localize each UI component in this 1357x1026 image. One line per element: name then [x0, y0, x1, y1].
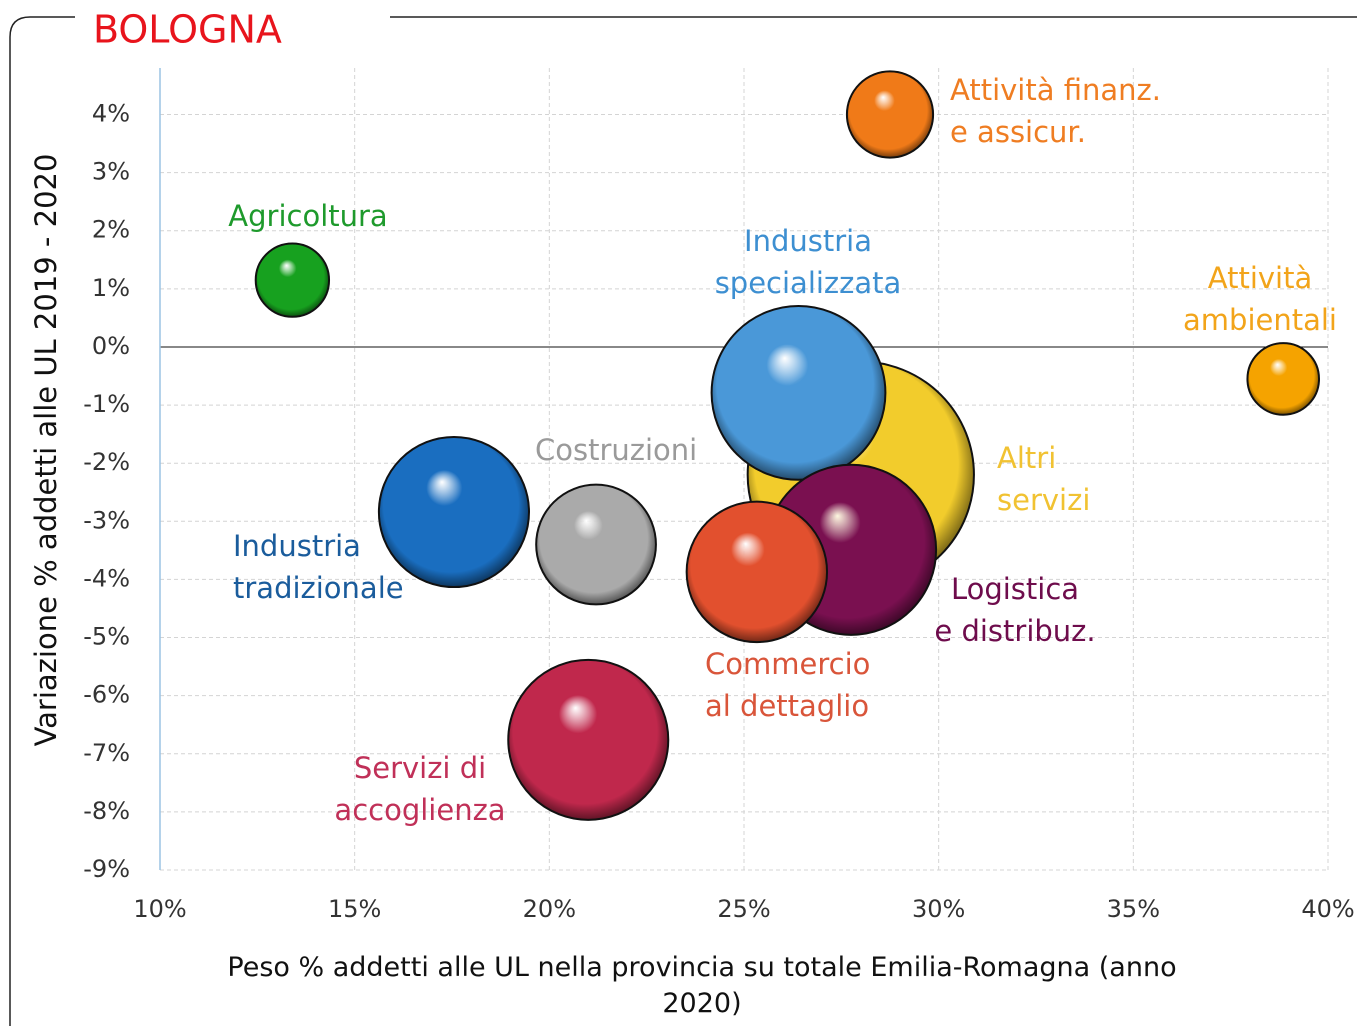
y-tick-label: -7%: [83, 739, 130, 767]
y-tick-label: 4%: [92, 99, 130, 127]
bubble-label: Industria: [744, 224, 872, 258]
y-axis-title: Variazione % addetti alle UL 2019 - 2020: [29, 154, 63, 747]
bubble: [254, 242, 331, 318]
bubble-label: Commercio: [705, 647, 870, 681]
bubble-label: e distribuz.: [934, 614, 1095, 648]
bubble-label: Attività: [1208, 261, 1313, 295]
bubble: [377, 435, 530, 589]
x-axis-title: Peso % addetti alle UL nella provincia s…: [227, 952, 1176, 1019]
y-tick-label: 1%: [92, 274, 130, 302]
y-tick-label: -8%: [83, 797, 130, 825]
bubble: [535, 483, 657, 606]
x-tick-label: 25%: [717, 895, 770, 923]
y-tick-label: 3%: [92, 158, 130, 186]
y-tick-label: 0%: [92, 332, 130, 360]
bubble: [845, 70, 935, 159]
y-tick-label: -1%: [83, 390, 130, 418]
x-tick-label: 20%: [523, 895, 576, 923]
bubble-label: Servizi di: [354, 751, 486, 785]
bubble-label: servizi: [997, 483, 1090, 517]
bubble-label: accoglienza: [334, 793, 505, 827]
bubble-label: specializzata: [715, 266, 902, 300]
bubble-label: ambientali: [1183, 303, 1337, 337]
bubble-label: tradizionale: [233, 571, 404, 605]
bubble-label: e assicur.: [950, 115, 1086, 149]
y-tick-label: -4%: [83, 564, 130, 592]
bubble: [1246, 342, 1321, 416]
y-tick-label: -5%: [83, 623, 130, 651]
bubble-label: Industria: [233, 529, 361, 563]
bubble-label: Agricoltura: [228, 199, 387, 233]
bubble: [507, 658, 670, 821]
x-tick-label: 35%: [1107, 895, 1160, 923]
bubble-label: Costruzioni: [535, 433, 697, 467]
y-tick-label: -6%: [83, 681, 130, 709]
x-tick-label: 30%: [912, 895, 965, 923]
bubble: [685, 500, 829, 644]
y-tick-label: -9%: [83, 855, 130, 883]
y-tick-label: -3%: [83, 506, 130, 534]
bubble-label: Logistica: [951, 572, 1079, 606]
x-tick-label: 15%: [328, 895, 381, 923]
bubble-label: Attività finanz.: [950, 73, 1161, 107]
bubble: [710, 304, 887, 481]
chart-title: BOLOGNA: [93, 8, 282, 52]
y-tick-label: -2%: [83, 448, 130, 476]
y-tick-label: 2%: [92, 216, 130, 244]
x-tick-label: 40%: [1301, 895, 1354, 923]
bubble-label: al dettaglio: [705, 689, 869, 723]
x-tick-label: 10%: [133, 895, 186, 923]
frame: [9, 16, 75, 1026]
bubble-label: Altri: [997, 441, 1056, 475]
